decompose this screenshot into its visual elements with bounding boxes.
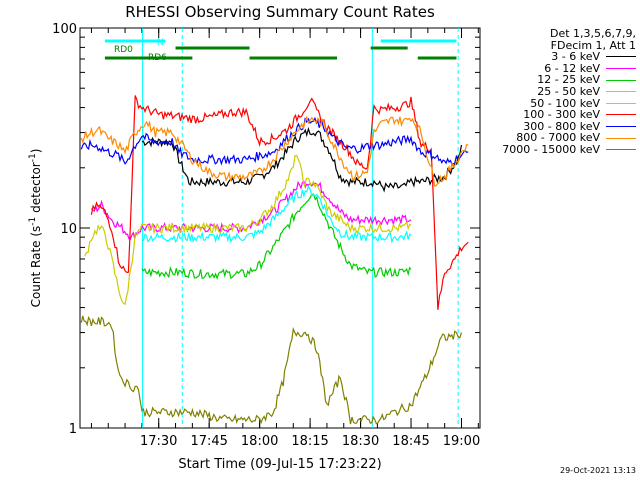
legend-entry: 12 - 25 keV <box>484 74 636 86</box>
series-line-300-800-kev <box>80 116 469 166</box>
legend-entry-label: 3 - 6 keV <box>551 50 600 64</box>
legend-entry: 100 - 300 keV <box>484 109 636 121</box>
legend-swatch <box>606 102 636 104</box>
legend-swatch <box>606 79 636 81</box>
legend-entry: 7000 - 15000 keV <box>484 144 636 156</box>
y-axis-label-main: Count Rate (s <box>29 226 43 308</box>
x-tick-label: 18:45 <box>392 434 429 449</box>
legend-entry: 25 - 50 keV <box>484 86 636 98</box>
flag-rd0-label: RD0 <box>114 45 133 55</box>
x-tick-label: 17:45 <box>190 434 227 449</box>
plot-frame <box>79 27 481 429</box>
legend-entry: 3 - 6 keV <box>484 51 636 63</box>
legend-header-line: FDecim 1, Att 1 <box>550 38 636 52</box>
plot-area: 1 10 100 17:30 17:45 18:00 18:15 18:30 18:45 19:0… <box>52 22 481 449</box>
series-line-7000-15000-kev <box>80 315 463 425</box>
y-axis-label-mid: detector <box>29 162 43 217</box>
legend-entry-label: 100 - 300 keV <box>523 108 600 122</box>
y-tick-label: 10 <box>60 222 77 237</box>
chart-title: RHESSI Observing Summary Count Rates <box>125 3 435 21</box>
series-line-100-300-kev <box>90 95 469 310</box>
x-tick-label: 18:30 <box>342 434 379 449</box>
legend-entry-label: 12 - 25 keV <box>537 73 600 87</box>
legend-entry-label: 6 - 12 keV <box>544 61 600 75</box>
legend-header: Det 1,3,5,6,7,9, FDecim 1, Att 1 <box>484 28 636 51</box>
x-tick-label: 18:00 <box>241 434 278 449</box>
series-line-3-6-kev <box>141 126 463 193</box>
series-line-25-50-kev <box>141 185 412 244</box>
legend-header-line: Det 1,3,5,6,7,9, <box>549 27 636 40</box>
legend-entry-label: 300 - 800 keV <box>523 119 600 133</box>
x-axis-label: Start Time (09-Jul-15 17:23:22) <box>178 457 381 472</box>
y-tick-label: 1 <box>69 422 77 437</box>
y-tick-label: 100 <box>52 22 77 37</box>
legend-entry: 300 - 800 keV <box>484 121 636 133</box>
legend-swatch <box>606 114 636 116</box>
series-line-50-100-kev <box>84 154 412 306</box>
legend: Det 1,3,5,6,7,9, FDecim 1, Att 1 3 - 6 ke… <box>484 28 636 156</box>
y-axis-label-end: ) <box>29 149 43 154</box>
y-axis-label: Count Rate (s-1 detector-1) <box>28 149 43 308</box>
legend-swatch <box>606 126 636 128</box>
series-line-800-7000-kev <box>80 115 469 187</box>
series-line-12-25-kev <box>141 193 412 280</box>
x-tick-label: 18:15 <box>291 434 328 449</box>
generation-timestamp: 29-Oct-2021 13:13 <box>560 466 636 475</box>
series-line-6-12-kev <box>90 180 412 240</box>
x-tick-label: 17:30 <box>140 434 177 449</box>
legend-entry: 50 - 100 keV <box>484 96 636 110</box>
legend-entry-label: 25 - 50 keV <box>537 84 600 98</box>
y-axis-label-sup2: -1 <box>28 153 38 162</box>
legend-rows: 3 - 6 keV 6 - 12 keV 12 - 25 keV 25 - 50 ke… <box>484 51 636 155</box>
legend-entry-label: 800 - 7000 keV <box>516 131 600 145</box>
legend-swatch <box>606 56 636 58</box>
legend-swatch <box>606 68 636 70</box>
legend-swatch <box>606 149 636 151</box>
legend-swatch <box>606 137 636 139</box>
legend-entry: 6 - 12 keV <box>484 63 636 75</box>
flag-n-label: N <box>157 38 164 48</box>
legend-entry: 800 - 7000 keV <box>484 132 636 144</box>
flag-rd6-label: RD6 <box>148 53 167 63</box>
legend-entry-label: 50 - 100 keV <box>530 96 600 110</box>
legend-swatch <box>606 91 636 93</box>
y-axis-label-sup1: -1 <box>28 217 38 226</box>
legend-entry-label: 7000 - 15000 keV <box>502 142 600 156</box>
x-tick-label: 19:00 <box>443 434 480 449</box>
